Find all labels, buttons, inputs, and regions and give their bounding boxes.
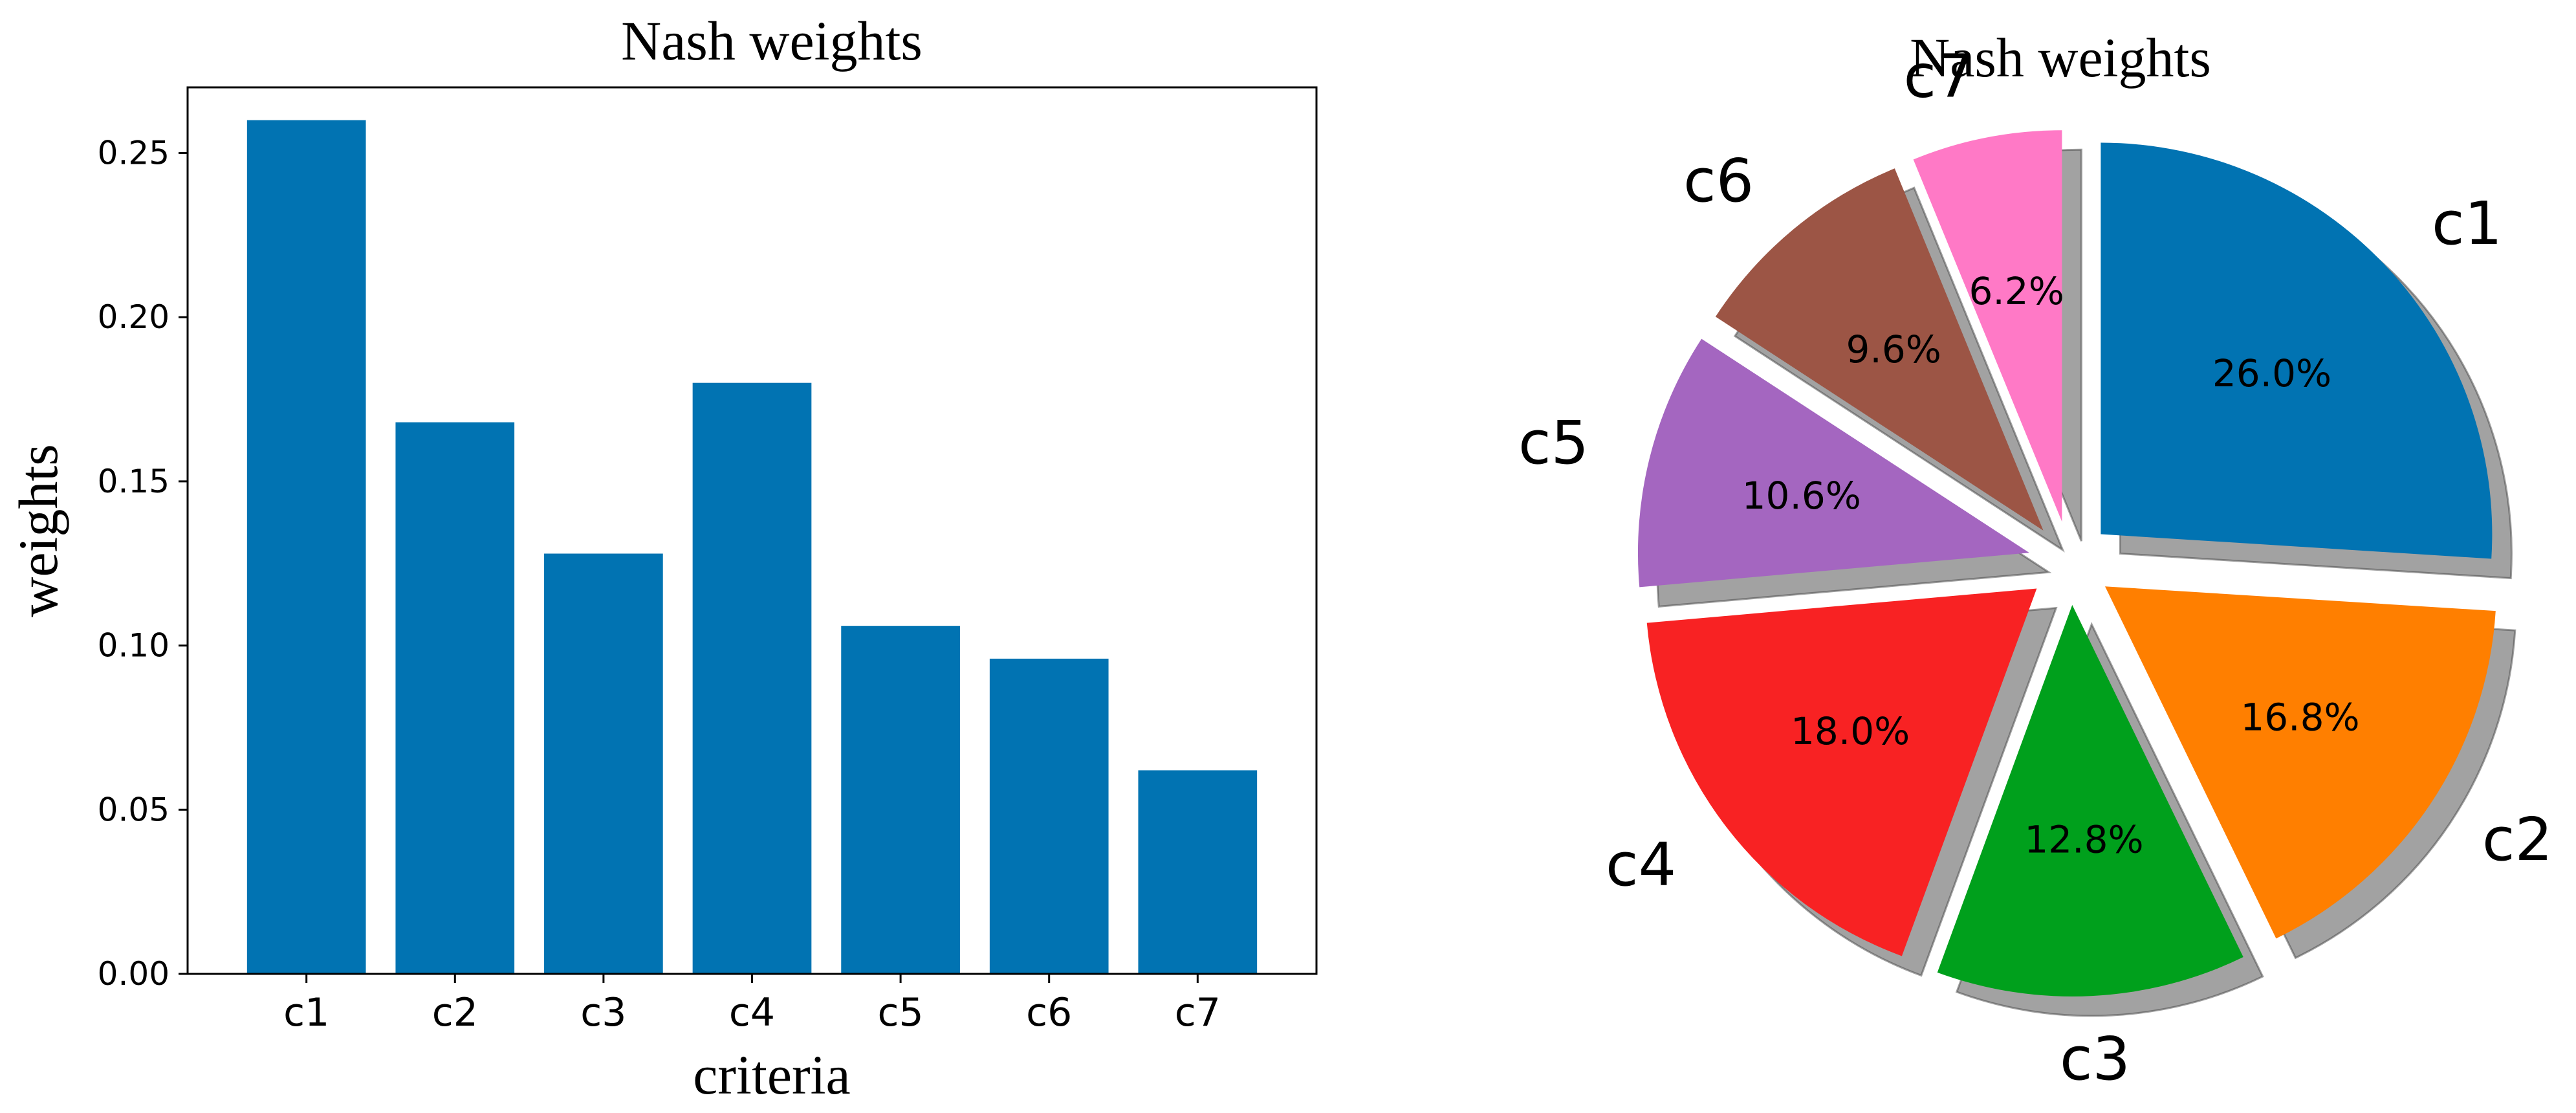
pie-percent-label: 12.8%: [2024, 817, 2143, 861]
pie-percent-label: 9.6%: [1846, 327, 1941, 371]
bar-c4: [692, 382, 812, 974]
pie-chart: Nash weights 26.0% c1 16.8% c2 12.8% c3 18.0% c…: [1518, 27, 2553, 1094]
bar-x-tick-label: c7: [1175, 990, 1221, 1035]
bar-y-tick-label: 0.25: [98, 134, 169, 171]
bar-y-tick-label: 0.05: [98, 791, 169, 828]
pie-category-label: c3: [2060, 1024, 2130, 1094]
bar-y-tick-label: 0.20: [98, 298, 169, 336]
bar-c3: [544, 553, 663, 974]
bar-y-axis: 0.00 0.05 0.10 0.15 0.20 0.25: [98, 134, 188, 993]
pie-wedge-c7: [1913, 130, 2062, 522]
pie-percent-label: 16.8%: [2240, 695, 2359, 739]
pie-wedge-c6: [1715, 168, 2044, 531]
bar-x-tick-label: c4: [729, 990, 775, 1035]
pie-percent-label: 6.2%: [1969, 269, 2064, 313]
pie-wedge-c3: [1937, 604, 2243, 997]
pie-labels: 26.0% c1 16.8% c2 12.8% c3 18.0% c4 10.6% c5 9.6% c…: [1518, 42, 2553, 1094]
pie-chart-title: Nash weights: [1910, 27, 2211, 89]
pie-wedges: [1637, 130, 2496, 997]
bar-x-tick-label: c1: [283, 990, 329, 1035]
bar-c2: [395, 422, 515, 974]
bar-c6: [989, 658, 1109, 974]
bar-c5: [841, 626, 960, 974]
bar-c7: [1138, 770, 1258, 974]
bar-chart: Nash weights 0.00 0.05 0.10 0.15 0.20 0.25 c1…: [7, 10, 1318, 1106]
pie-wedge-c4: [1646, 588, 2037, 956]
pie-percent-label: 26.0%: [2212, 351, 2331, 395]
pie-category-label: c7: [1903, 42, 1974, 111]
pie-category-label: c4: [1606, 830, 1676, 899]
bar-x-tick-label: c6: [1026, 990, 1072, 1035]
bar-y-tick-label: 0.00: [98, 955, 169, 993]
pie-wedge-c2: [2104, 586, 2496, 939]
pie-percent-label: 10.6%: [1742, 474, 1861, 518]
pie-wedge-c1: [2101, 142, 2493, 559]
bar-marks: [246, 120, 1258, 975]
pie-category-label: c5: [1518, 408, 1589, 478]
bar-x-axis-label: criteria: [693, 1044, 850, 1106]
bar-y-tick-label: 0.10: [98, 627, 169, 665]
pie-category-label: c6: [1683, 146, 1754, 215]
bar-x-axis: c1 c2 c3 c4 c5 c6 c7: [283, 974, 1221, 1035]
pie-category-label: c1: [2432, 189, 2502, 258]
bar-y-tick-label: 0.15: [98, 463, 169, 500]
bar-x-tick-label: c5: [878, 990, 924, 1035]
bar-y-axis-label: weights: [7, 444, 69, 617]
bar-x-tick-label: c2: [432, 990, 478, 1035]
pie-percent-label: 18.0%: [1791, 709, 1910, 753]
bar-chart-title: Nash weights: [621, 10, 922, 72]
pie-category-label: c2: [2482, 805, 2553, 874]
bar-c1: [246, 120, 366, 975]
bar-x-tick-label: c3: [580, 990, 626, 1035]
pie-wedge-c5: [1637, 338, 2029, 588]
